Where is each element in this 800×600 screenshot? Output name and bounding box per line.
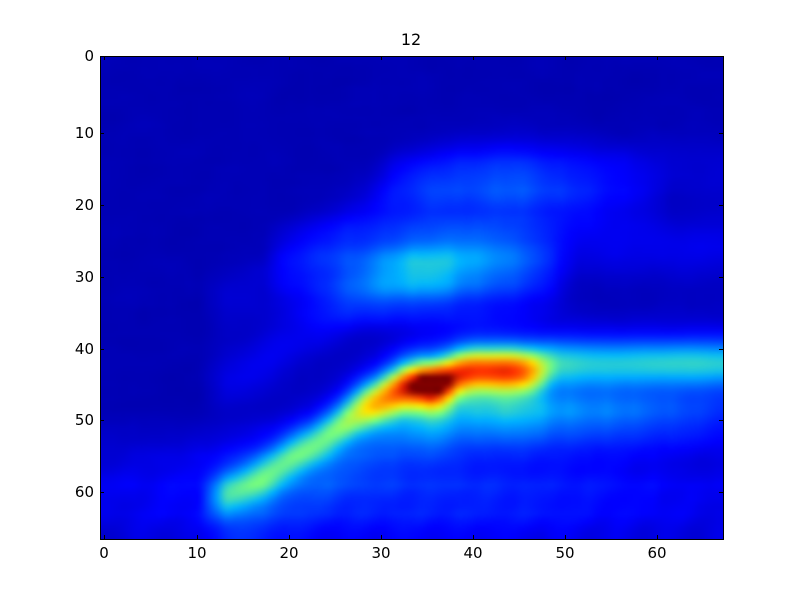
x-tick-label: 60 [647,544,667,562]
y-tick-mark [100,56,104,57]
y-tick-mark [100,349,104,350]
x-tick-mark-top [565,56,566,60]
x-tick-mark-top [657,56,658,60]
y-tick-label: 30 [74,268,94,286]
x-tick-mark [473,535,474,539]
x-tick-label: 0 [99,544,109,562]
x-tick-mark [197,535,198,539]
x-tick-mark [289,535,290,539]
y-tick-label: 20 [74,196,94,214]
x-tick-mark-top [289,56,290,60]
y-tick-mark [100,205,104,206]
y-tick-mark-right [719,56,723,57]
x-tick-mark [104,535,105,539]
x-tick-label: 50 [555,544,575,562]
y-tick-label: 10 [74,124,94,142]
x-tick-mark-top [104,56,105,60]
y-tick-mark-right [719,492,723,493]
x-tick-mark-top [473,56,474,60]
y-tick-label: 40 [74,340,94,358]
y-tick-mark-right [719,420,723,421]
y-tick-label: 0 [84,47,94,65]
x-tick-label: 40 [463,544,483,562]
y-tick-mark [100,492,104,493]
y-tick-mark-right [719,277,723,278]
y-tick-mark [100,277,104,278]
x-tick-label: 20 [279,544,299,562]
x-tick-mark [381,535,382,539]
x-tick-label: 30 [371,544,391,562]
y-tick-mark [100,133,104,134]
x-tick-mark-top [197,56,198,60]
heatmap-image [101,57,723,539]
y-tick-mark-right [719,349,723,350]
y-tick-mark [100,420,104,421]
x-tick-mark-top [381,56,382,60]
y-tick-label: 60 [74,483,94,501]
x-tick-mark [565,535,566,539]
x-tick-label: 10 [187,544,207,562]
x-tick-mark [657,535,658,539]
y-tick-mark-right [719,205,723,206]
page-title: 12 [400,30,422,49]
heatmap-axes [100,56,724,540]
y-tick-mark-right [719,133,723,134]
y-tick-label: 50 [74,411,94,429]
